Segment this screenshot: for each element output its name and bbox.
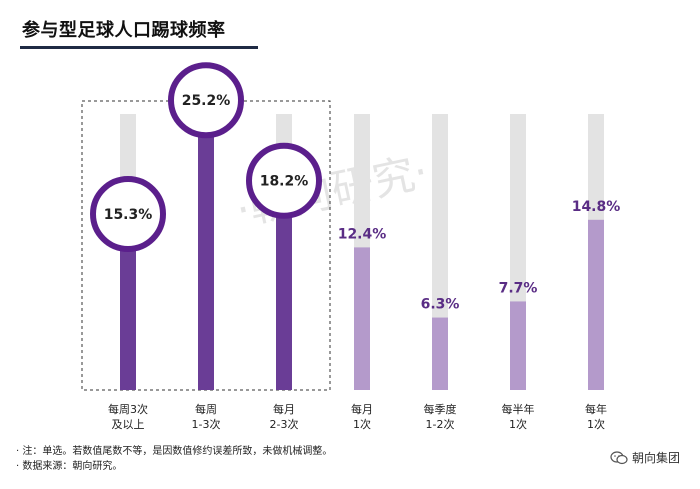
bar bbox=[120, 214, 136, 390]
category-label: 每半年 bbox=[502, 402, 535, 416]
data-label: 12.4% bbox=[338, 226, 387, 242]
wechat-icon bbox=[610, 450, 628, 464]
data-label: 18.2% bbox=[260, 174, 309, 190]
bar bbox=[588, 219, 604, 390]
category-label: 及以上 bbox=[112, 418, 145, 431]
title-underline bbox=[20, 46, 258, 49]
data-label: 6.3% bbox=[421, 297, 460, 313]
category-label: 1-3次 bbox=[192, 417, 221, 431]
bar-ring bbox=[90, 176, 166, 253]
category-label: 每月 bbox=[351, 402, 373, 416]
footnote-source: · 数据来源：朝向研究。 bbox=[16, 461, 123, 472]
footnote-note: · 注：单选。若数值尾数不等，是因数值修约误差所致，未做机械调整。 bbox=[16, 446, 333, 457]
category-label: 每季度 bbox=[424, 402, 457, 416]
chart-title: 参与型足球人口踢球频率 bbox=[22, 20, 226, 41]
bar-ring bbox=[168, 62, 244, 139]
bar bbox=[354, 247, 370, 390]
category-label: 1次 bbox=[587, 417, 605, 431]
bar bbox=[276, 180, 292, 390]
data-label: 25.2% bbox=[182, 93, 231, 109]
bar bbox=[510, 301, 526, 390]
category-label: 每周3次 bbox=[108, 402, 148, 416]
brand-mark: 朝向集团 bbox=[610, 449, 680, 466]
footnotes: · 注：单选。若数值尾数不等，是因数值修约误差所致，未做机械调整。 · 数据来源… bbox=[16, 444, 332, 474]
category-label: 2-3次 bbox=[270, 417, 299, 431]
data-label: 7.7% bbox=[499, 280, 538, 296]
category-label: 每年 bbox=[585, 402, 607, 416]
category-label: 每月 bbox=[273, 402, 295, 416]
category-label: 1次 bbox=[509, 417, 527, 431]
brand-name: 朝向集团 bbox=[631, 451, 680, 465]
category-label: 1次 bbox=[353, 417, 371, 431]
bar bbox=[432, 317, 448, 390]
data-label: 15.3% bbox=[104, 207, 153, 223]
category-label: 每周 bbox=[195, 402, 217, 416]
data-label: 14.8% bbox=[572, 199, 621, 215]
category-label: 1-2次 bbox=[426, 417, 455, 431]
bar bbox=[198, 100, 214, 390]
bar-ring bbox=[246, 142, 322, 219]
